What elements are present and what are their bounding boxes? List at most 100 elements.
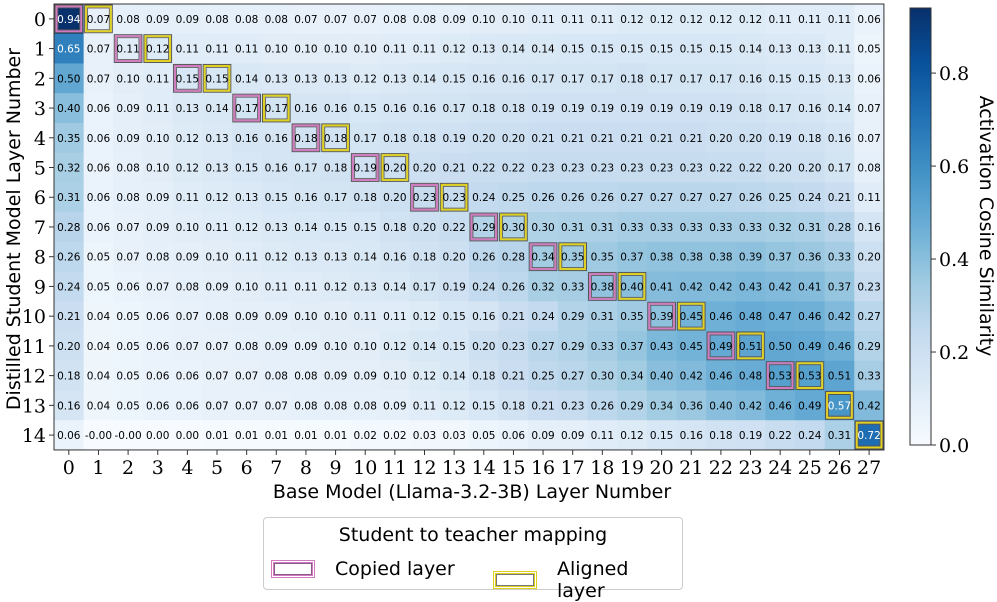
cell-value-label: 0.42 bbox=[680, 371, 703, 383]
heatmap-cell bbox=[350, 360, 381, 391]
heatmap-cell bbox=[202, 152, 233, 183]
heatmap-cell bbox=[202, 241, 233, 273]
colorbar: 0.0 0.2 0.4 0.6 0.8 bbox=[909, 7, 969, 457]
aligned-layer-outline bbox=[143, 34, 173, 63]
aligned-layer-inner bbox=[620, 275, 644, 298]
cell-value-label: 0.15 bbox=[324, 222, 347, 234]
copied-layer-outline bbox=[350, 153, 380, 182]
legend-title: Student to teacher mapping bbox=[338, 524, 608, 546]
cell-value-label: 0.06 bbox=[176, 371, 200, 383]
copied-layer-outline bbox=[54, 4, 84, 34]
heatmap-cell bbox=[676, 301, 707, 332]
heatmap-cell bbox=[172, 182, 203, 213]
cell-value-label: 0.24 bbox=[798, 192, 822, 204]
heatmap-cell bbox=[706, 390, 737, 421]
heatmap-cell bbox=[409, 33, 440, 64]
copied-layer-inner bbox=[294, 126, 318, 150]
heatmap-cell bbox=[557, 301, 589, 332]
cell-value-label: 0.40 bbox=[709, 400, 732, 412]
cell-value-label: 0.25 bbox=[531, 371, 554, 383]
heatmap-cell bbox=[113, 63, 144, 94]
cell-value-label: 0.20 bbox=[709, 133, 732, 145]
heatmap-cell bbox=[706, 271, 737, 302]
colorbar-tick-label: 0.0 bbox=[939, 435, 969, 457]
heatmap-cell bbox=[350, 63, 381, 94]
cell-value-label: 0.10 bbox=[324, 44, 347, 56]
cell-value-label: 0.40 bbox=[57, 103, 80, 115]
heatmap-cell bbox=[113, 241, 144, 273]
heatmap-cell bbox=[350, 301, 381, 332]
heatmap-cell bbox=[202, 360, 233, 391]
cell-value-label: 0.37 bbox=[768, 252, 791, 264]
cell-value-label: 0.15 bbox=[472, 400, 495, 412]
aligned-layer-inner bbox=[324, 126, 347, 150]
cell-value-label: 0.11 bbox=[265, 281, 288, 293]
heatmap-cell bbox=[291, 360, 322, 391]
cell-value-label: 0.11 bbox=[235, 44, 258, 56]
heatmap-cell bbox=[646, 360, 677, 391]
heatmap-cell bbox=[439, 390, 470, 421]
heatmap-cell bbox=[587, 122, 618, 154]
cell-value-label: 0.16 bbox=[265, 133, 289, 145]
cell-value-label: 0.26 bbox=[502, 281, 526, 293]
aligned-layer-highlight bbox=[677, 302, 705, 330]
cell-value-label: 0.11 bbox=[235, 252, 258, 264]
heatmap-cell bbox=[528, 122, 559, 154]
cell-value-label: 0.51 bbox=[739, 341, 762, 353]
copied-layer-highlight bbox=[114, 35, 142, 62]
cell-value-label: 0.10 bbox=[472, 14, 495, 26]
cell-value-label: 0.01 bbox=[265, 430, 288, 442]
heatmap-cell bbox=[409, 241, 440, 273]
cell-value-label: 0.19 bbox=[561, 103, 584, 115]
cell-value-label: 0.16 bbox=[294, 192, 318, 204]
heatmap-cell bbox=[54, 122, 85, 154]
cell-value-label: 0.46 bbox=[709, 371, 733, 383]
heatmap-cell bbox=[231, 93, 262, 124]
heatmap-cell bbox=[468, 122, 500, 154]
cell-value-label: 0.01 bbox=[205, 430, 228, 442]
heatmap-cell bbox=[795, 182, 826, 213]
heatmap-cell bbox=[202, 301, 233, 332]
cell-value-label: 0.08 bbox=[294, 400, 317, 412]
aligned-layer-outline bbox=[676, 301, 706, 331]
heatmap-cell bbox=[113, 331, 144, 362]
cell-value-label: 0.07 bbox=[857, 103, 880, 115]
cell-values: 0.94 0.07 0.08 0.09 0.09 0.08 0.08 0.08 0.07 0.07… bbox=[57, 14, 881, 442]
cell-value-label: 0.26 bbox=[591, 400, 615, 412]
heatmap-cell bbox=[380, 182, 411, 213]
aligned-layer-highlight bbox=[618, 273, 646, 300]
cell-value-label: 0.01 bbox=[324, 430, 347, 442]
cell-value-label: 0.36 bbox=[798, 252, 822, 264]
cell-value-label: 0.14 bbox=[413, 73, 437, 85]
copied-layer-highlight bbox=[766, 362, 794, 389]
heatmap-cell bbox=[824, 4, 855, 35]
heatmap-cell bbox=[735, 182, 766, 213]
cell-value-label: 0.17 bbox=[413, 281, 436, 293]
cell-value-label: 0.28 bbox=[57, 222, 80, 234]
heatmap-cell bbox=[676, 4, 707, 35]
cell-value-label: 0.00 bbox=[146, 430, 169, 442]
cell-value-label: 0.11 bbox=[383, 311, 406, 323]
y-tick-label: 3 bbox=[34, 98, 46, 120]
cell-value-label: 0.08 bbox=[265, 371, 288, 383]
cell-value-label: 0.17 bbox=[709, 73, 732, 85]
cell-value-label: 0.09 bbox=[146, 192, 169, 204]
aligned-layer-highlight bbox=[381, 154, 409, 181]
heatmap-cell bbox=[142, 63, 174, 94]
cell-value-label: 0.09 bbox=[235, 311, 258, 323]
heatmap-cell bbox=[439, 182, 470, 213]
cell-value-label: 0.06 bbox=[146, 400, 170, 412]
heatmap-cell bbox=[765, 212, 796, 243]
cell-value-label: 0.09 bbox=[383, 400, 406, 412]
heatmap-cell bbox=[706, 301, 737, 332]
heatmap-cell bbox=[172, 420, 203, 451]
heatmap-cell bbox=[587, 420, 618, 451]
aligned-layer-inner bbox=[383, 156, 407, 179]
aligned-layer-highlight bbox=[322, 124, 349, 152]
aligned-layer-outline bbox=[617, 272, 647, 301]
cell-value-label: 0.15 bbox=[650, 430, 673, 442]
heatmap-cell bbox=[706, 360, 737, 391]
heatmap-cell bbox=[854, 420, 885, 451]
aligned-layer-outline bbox=[84, 4, 113, 34]
heatmap-cell bbox=[142, 152, 174, 183]
